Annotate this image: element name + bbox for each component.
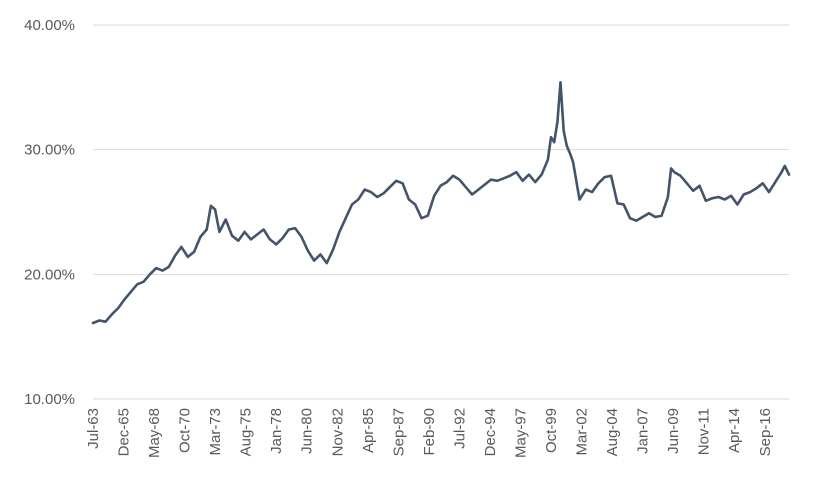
y-axis: 10.00% 20.00% 30.00% 40.00% xyxy=(24,17,75,408)
x-tick-label: Dec-94 xyxy=(482,408,499,456)
x-tick-label: Jul-63 xyxy=(85,408,102,449)
x-tick-label: Dec-65 xyxy=(116,408,133,456)
x-tick-label: Jun-09 xyxy=(665,408,682,454)
x-tick-label: Jun-80 xyxy=(299,408,316,454)
x-tick-label: Jan-07 xyxy=(635,408,652,454)
x-tick-label: Mar-73 xyxy=(207,408,224,456)
x-tick-label: Feb-90 xyxy=(421,408,438,456)
x-tick-label: Aug-04 xyxy=(604,408,621,456)
x-tick-label: May-97 xyxy=(512,408,529,458)
y-tick-label: 30.00% xyxy=(24,142,75,159)
series xyxy=(91,81,791,325)
x-tick-label: Nov-82 xyxy=(329,408,346,456)
x-axis: Jul-63 Dec-65 May-68 Oct-70 Mar-73 Aug-75 Jan-… xyxy=(85,408,774,458)
gridlines xyxy=(93,24,789,400)
y-tick-label: 20.00% xyxy=(24,266,75,283)
y-tick-label: 40.00% xyxy=(24,17,75,34)
x-tick-label: Sep-87 xyxy=(390,408,407,456)
x-tick-label: Mar-02 xyxy=(574,408,591,456)
x-tick-label: May-68 xyxy=(146,408,163,458)
x-tick-label: Sep-16 xyxy=(757,408,774,456)
x-tick-label: Nov-11 xyxy=(696,408,713,455)
x-tick-label: Oct-70 xyxy=(177,408,194,453)
x-tick-label: Aug-75 xyxy=(238,408,255,456)
x-tick-label: Jan-78 xyxy=(268,408,285,454)
series-line xyxy=(91,81,791,325)
x-tick-label: Jul-92 xyxy=(451,408,468,449)
x-tick-label: Apr-85 xyxy=(360,408,377,453)
x-tick-label: Oct-99 xyxy=(543,408,560,453)
y-tick-label: 10.00% xyxy=(24,391,75,408)
x-tick-label: Apr-14 xyxy=(726,408,743,453)
